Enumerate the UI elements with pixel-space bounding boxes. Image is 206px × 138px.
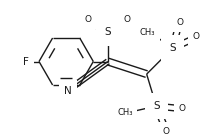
- Text: N: N: [64, 86, 72, 96]
- Text: S: S: [104, 27, 111, 37]
- Text: O: O: [192, 32, 199, 41]
- Text: S: S: [169, 43, 175, 53]
- Text: O: O: [177, 104, 184, 113]
- Text: S: S: [152, 101, 159, 111]
- Text: CH₃: CH₃: [117, 108, 132, 117]
- Text: O: O: [84, 15, 91, 24]
- Text: F: F: [22, 56, 28, 67]
- Text: O: O: [162, 127, 169, 136]
- Text: O: O: [123, 15, 130, 24]
- Text: O: O: [175, 18, 182, 27]
- Text: CH₃: CH₃: [139, 28, 155, 37]
